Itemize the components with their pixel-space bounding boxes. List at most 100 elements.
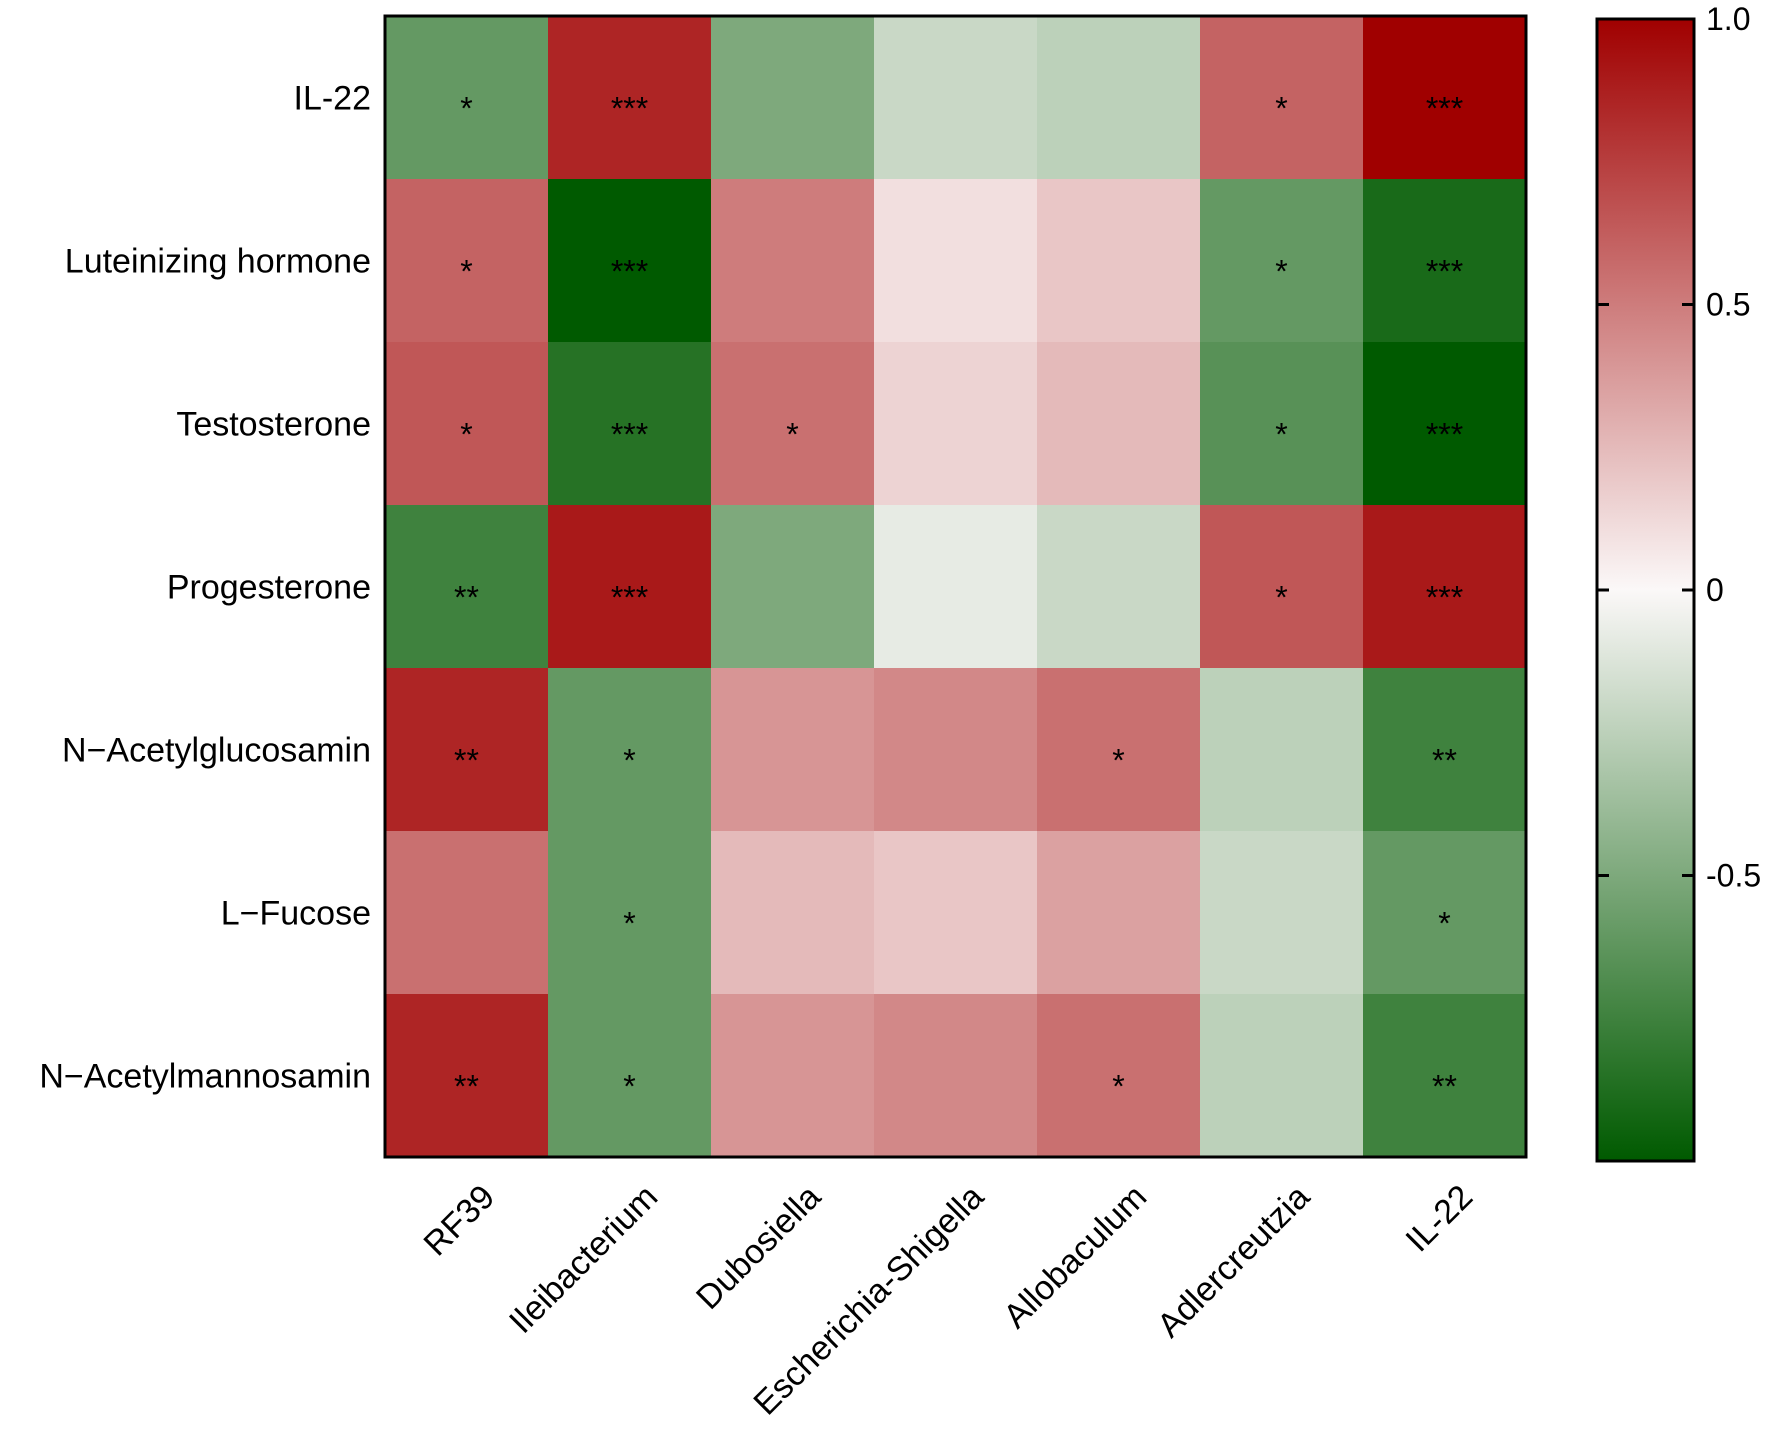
heatmap-cell xyxy=(1037,994,1201,1158)
heatmap-cell xyxy=(385,179,549,343)
heatmap-cell xyxy=(711,831,875,995)
colorbar-tick-label: 1.0 xyxy=(1706,1,1750,37)
heatmap-cell xyxy=(1037,505,1201,669)
significance-marker: * xyxy=(623,743,635,779)
heatmap-cell xyxy=(1200,668,1364,832)
heatmap-cell xyxy=(1037,16,1201,180)
heatmap-cell xyxy=(1200,505,1364,669)
significance-marker: * xyxy=(460,254,472,290)
significance-marker: * xyxy=(1275,580,1287,616)
column-label: RF39 xyxy=(416,1178,502,1264)
heatmap-cell xyxy=(548,16,712,180)
heatmap-cell xyxy=(1363,179,1527,343)
colorbar-tick-label: 0.5 xyxy=(1706,287,1750,323)
row-label: IL-22 xyxy=(294,80,372,118)
column-label: Ileibacterium xyxy=(502,1178,665,1341)
colorbar-ticks: 1.0 0.5 0 -0.5 xyxy=(1597,1,1761,894)
row-labels: IL-22 Luteinizing hormone Testosterone Prog… xyxy=(39,80,371,1096)
heatmap-cell xyxy=(1037,831,1201,995)
heatmap-cell xyxy=(874,16,1038,180)
heatmap-cell xyxy=(548,668,712,832)
heatmap-cell xyxy=(711,16,875,180)
heatmap-cell xyxy=(385,342,549,506)
row-label: L−Fucose xyxy=(221,895,371,933)
significance-marker: *** xyxy=(1426,254,1463,290)
heatmap-cell xyxy=(711,668,875,832)
significance-marker: * xyxy=(460,91,472,127)
heatmap-cell xyxy=(548,179,712,343)
significance-marker: * xyxy=(1275,91,1287,127)
heatmap-cell xyxy=(1363,505,1527,669)
heatmap-cell xyxy=(1200,831,1364,995)
significance-marker: *** xyxy=(611,580,648,616)
significance-marker: * xyxy=(1438,906,1450,942)
row-label: N−Acetylmannosamin xyxy=(39,1058,371,1096)
significance-marker: * xyxy=(1112,743,1124,779)
significance-marker: *** xyxy=(1426,417,1463,453)
heatmap-cells xyxy=(385,16,1527,1158)
significance-marker: * xyxy=(460,417,472,453)
heatmap-cell xyxy=(711,994,875,1158)
column-label: Allobaculum xyxy=(996,1178,1154,1336)
significance-marker: * xyxy=(1112,1069,1124,1105)
heatmap-cell xyxy=(1363,16,1527,180)
significance-marker: * xyxy=(623,1069,635,1105)
significance-marker: *** xyxy=(611,91,648,127)
heatmap-cell xyxy=(548,342,712,506)
heatmap-cell xyxy=(385,668,549,832)
colorbar-gradient xyxy=(1595,17,1696,1163)
significance-marker: ** xyxy=(454,1069,479,1105)
row-label: Luteinizing hormone xyxy=(65,243,371,281)
significance-marker: * xyxy=(1275,254,1287,290)
heatmap-cell xyxy=(1363,668,1527,832)
significance-marker: ** xyxy=(454,743,479,779)
significance-marker: ** xyxy=(1432,743,1457,779)
heatmap-cell xyxy=(711,342,875,506)
column-label: IL-22 xyxy=(1398,1178,1480,1260)
heatmap-cell xyxy=(874,179,1038,343)
heatmap-cell xyxy=(385,831,549,995)
heatmap-cell xyxy=(385,16,549,180)
heatmap-cell xyxy=(874,831,1038,995)
row-label: Progesterone xyxy=(167,569,371,607)
heatmap-cell xyxy=(874,505,1038,669)
heatmap-cell xyxy=(1037,342,1201,506)
heatmap-cell xyxy=(385,994,549,1158)
heatmap-cell xyxy=(1200,994,1364,1158)
row-label: N−Acetylglucosamin xyxy=(62,732,371,770)
heatmap-cell xyxy=(1037,668,1201,832)
colorbar-tick-label: -0.5 xyxy=(1706,858,1761,894)
row-label: Testosterone xyxy=(176,406,371,444)
heatmap-cell xyxy=(874,342,1038,506)
significance-marker: *** xyxy=(1426,91,1463,127)
column-labels: RF39 Ileibacterium DubosiellaEscherichia-S… xyxy=(416,1178,1480,1423)
significance-marker: *** xyxy=(1426,580,1463,616)
significance-marker: *** xyxy=(611,254,648,290)
heatmap-cell xyxy=(548,505,712,669)
heatmap-cell xyxy=(1200,179,1364,343)
heatmap-cell xyxy=(548,994,712,1158)
heatmap-cell xyxy=(1363,831,1527,995)
heatmap-cell xyxy=(874,994,1038,1158)
heatmap-cell xyxy=(1200,342,1364,506)
heatmap-cell xyxy=(711,505,875,669)
colorbar-tick-label: 0 xyxy=(1706,572,1724,608)
significance-marker: * xyxy=(623,906,635,942)
column-label: Dubosiella xyxy=(689,1178,828,1317)
colorbar: 1.0 0.5 0 -0.5 xyxy=(1595,1,1761,1163)
heatmap-cell xyxy=(1363,994,1527,1158)
heatmap-cell xyxy=(1363,342,1527,506)
heatmap-cell xyxy=(1037,179,1201,343)
heatmap-cell xyxy=(1200,16,1364,180)
heatmap-cell xyxy=(385,505,549,669)
significance-marker: ** xyxy=(454,580,479,616)
column-label: Adlercreutzia xyxy=(1150,1178,1317,1345)
significance-marker: *** xyxy=(611,417,648,453)
plot-frame xyxy=(383,14,1528,1159)
heatmap-cell xyxy=(711,179,875,343)
significance-markers: * *** * **** *** * **** *** * * ***** *** * ***** * * **… xyxy=(454,91,1463,1105)
significance-marker: * xyxy=(786,417,798,453)
heatmap-cell xyxy=(874,668,1038,832)
significance-marker: * xyxy=(1275,417,1287,453)
